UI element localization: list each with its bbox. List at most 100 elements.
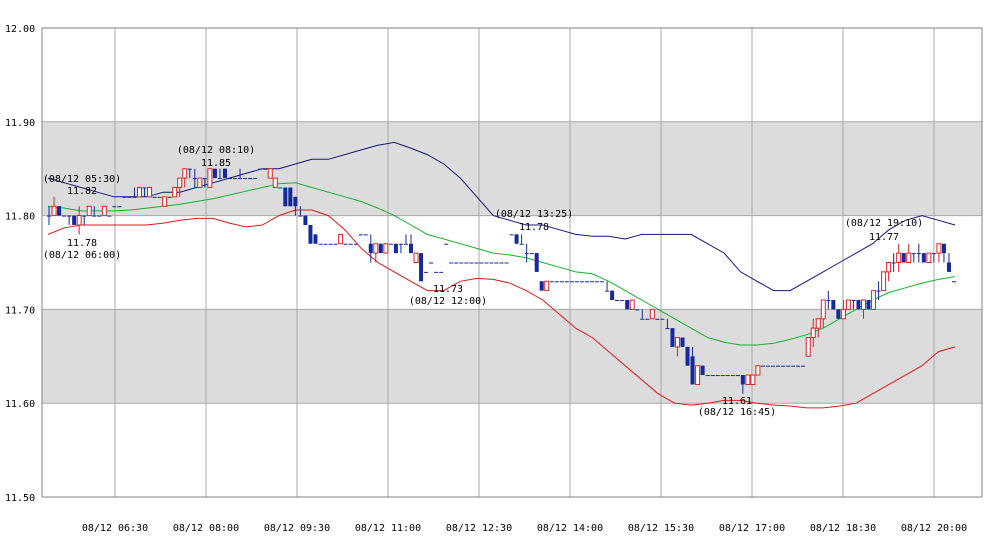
candle-body <box>187 168 192 170</box>
annotation-price-label: 11.85 <box>201 158 231 169</box>
candle-body <box>469 262 474 264</box>
candle-body <box>313 234 318 244</box>
candle-body <box>197 177 203 188</box>
candle-body <box>901 253 906 263</box>
candle-body <box>765 365 770 367</box>
candle-body <box>137 186 142 198</box>
candle-body <box>670 328 675 347</box>
candle-body <box>534 253 539 272</box>
candle-body <box>871 290 877 310</box>
candle-body <box>47 215 51 217</box>
candle-body <box>916 253 921 255</box>
candle-body <box>926 252 932 263</box>
candle-body <box>796 365 801 367</box>
candle-body <box>791 365 796 367</box>
candle-body <box>238 178 243 180</box>
candle-body <box>760 365 765 367</box>
shaded-band <box>42 121 982 216</box>
candle-body <box>781 365 786 367</box>
x-tick-label: 08/12 18:30 <box>810 523 876 534</box>
candle-body <box>579 281 584 283</box>
candle-body <box>177 177 183 188</box>
candle-body <box>725 375 730 377</box>
candle-body <box>182 168 188 179</box>
candle-body <box>267 168 273 179</box>
candle-body <box>444 243 449 245</box>
candle-body <box>434 271 439 273</box>
candle-body <box>700 365 705 376</box>
candle-body <box>559 281 564 283</box>
candle-body <box>851 300 856 302</box>
candle-body <box>439 271 444 273</box>
candle-body <box>921 253 926 263</box>
candle-body <box>413 252 419 263</box>
candle-body <box>152 196 157 198</box>
x-tick-label: 08/12 20:00 <box>901 523 967 534</box>
candle-body <box>393 243 398 254</box>
candle-body <box>584 281 589 283</box>
candle-body <box>263 168 268 170</box>
candle-body <box>655 318 660 320</box>
candle-body <box>363 234 368 236</box>
candle-body <box>147 186 153 198</box>
candle-body <box>509 234 514 236</box>
candle-body <box>649 308 655 320</box>
candle-body <box>207 168 213 188</box>
candle-body <box>253 178 258 180</box>
candle-body <box>464 262 469 264</box>
candle-body <box>615 300 620 302</box>
candle-body <box>419 253 424 282</box>
candle-body <box>248 178 253 180</box>
candle-body <box>519 243 524 245</box>
candle-body <box>801 365 806 367</box>
candle-body <box>625 300 630 310</box>
candle-body <box>524 253 529 255</box>
annotation-time-label: (08/12 19:10) <box>845 218 923 229</box>
candle-body <box>771 365 775 367</box>
candle-body <box>539 281 544 291</box>
candle-body <box>283 187 288 207</box>
candle-body <box>454 262 459 264</box>
x-tick-label: 08/12 12:30 <box>446 523 512 534</box>
y-tick-label: 11.60 <box>5 399 35 410</box>
candle-body <box>82 215 87 217</box>
candle-body <box>353 243 358 245</box>
candle-body <box>605 290 610 292</box>
candle-body <box>368 243 373 254</box>
candle-body <box>429 262 434 264</box>
candle-body <box>886 262 892 273</box>
candle-body <box>72 215 77 225</box>
candle-body <box>499 262 504 264</box>
candle-body <box>409 243 413 254</box>
candle-body <box>820 299 826 320</box>
candle-body <box>720 375 725 377</box>
candle-body <box>836 309 841 319</box>
middle-band-line <box>47 182 956 346</box>
candle-body <box>112 206 117 208</box>
candle-body <box>378 243 383 254</box>
candle-body <box>358 234 363 236</box>
candle-body <box>554 281 559 283</box>
x-tick-label: 08/12 15:30 <box>628 523 694 534</box>
candle-body <box>403 243 408 245</box>
candle-body <box>620 300 625 302</box>
candle-body <box>494 262 499 264</box>
candle-body <box>489 262 494 264</box>
candle-body <box>786 365 791 367</box>
candle-body <box>57 206 62 216</box>
candle-body <box>640 318 645 320</box>
candle-body <box>373 243 379 254</box>
candle-body <box>107 215 112 217</box>
candle-body <box>132 196 137 198</box>
candle-body <box>941 243 946 254</box>
candle-body <box>333 243 338 245</box>
candle-body <box>635 309 640 311</box>
annotation-time-label: (08/12 05:30) <box>43 174 121 185</box>
candle-body <box>243 178 248 180</box>
candle-body <box>776 365 781 367</box>
y-tick-label: 11.70 <box>5 305 35 316</box>
x-tick-label: 08/12 17:00 <box>719 523 785 534</box>
candle-body <box>233 178 238 180</box>
